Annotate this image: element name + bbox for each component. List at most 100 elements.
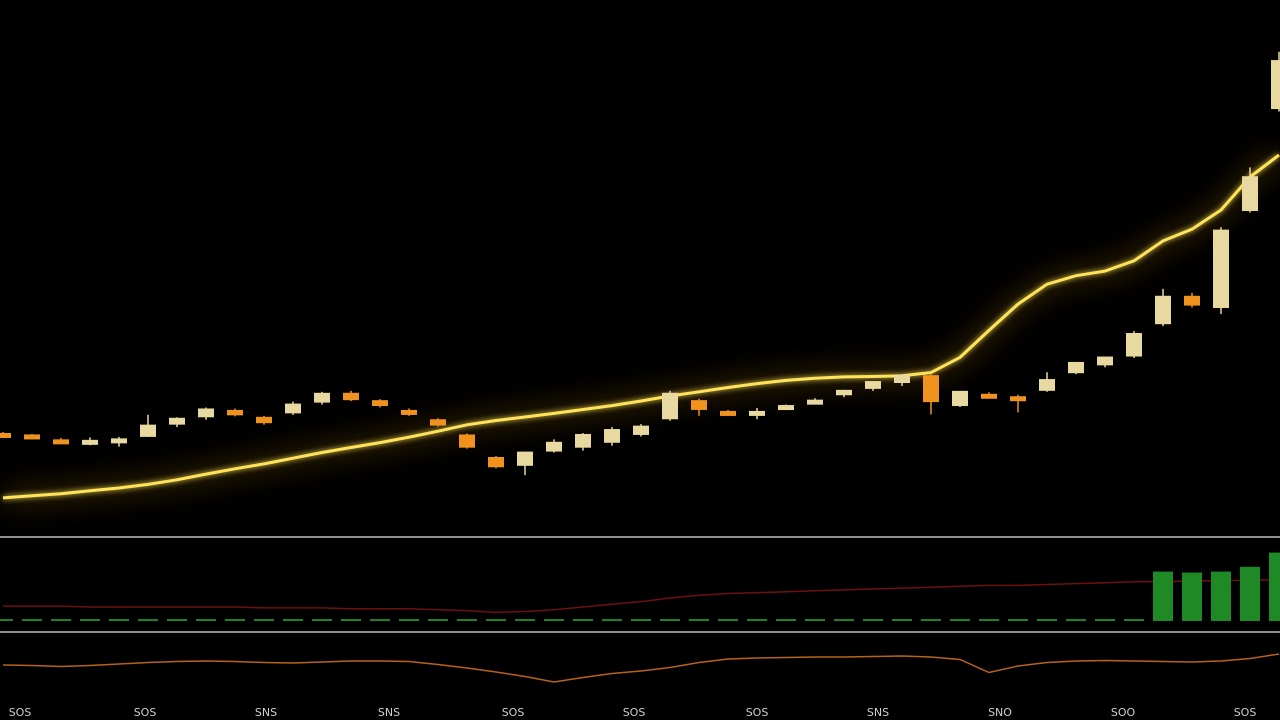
candle	[807, 398, 823, 405]
candle	[0, 432, 11, 438]
volume-bar	[689, 619, 709, 621]
candle	[430, 418, 446, 427]
candle	[1010, 394, 1026, 413]
volume-bar	[1182, 572, 1202, 621]
candle-body	[720, 410, 736, 416]
candle-body	[923, 375, 939, 403]
volume-bar	[1269, 552, 1280, 621]
candle	[865, 381, 881, 391]
candle	[894, 374, 910, 386]
x-tick-label: SOS	[623, 706, 646, 719]
candle-body	[691, 400, 707, 410]
x-tick-label: SNS	[255, 706, 277, 719]
candle	[604, 427, 620, 446]
candle	[1126, 331, 1142, 359]
volume-bar	[544, 619, 564, 621]
candle	[1097, 356, 1113, 368]
volume-bar	[254, 619, 274, 621]
x-tick-label: SOO	[1111, 706, 1136, 719]
price-pane	[0, 51, 1280, 503]
candle	[1155, 288, 1171, 327]
candle-body	[1242, 176, 1258, 212]
volume-bar	[1037, 619, 1057, 621]
candle-body	[1271, 60, 1280, 110]
candle-body	[401, 409, 417, 415]
candle-body	[24, 434, 40, 440]
candle-body	[575, 433, 591, 448]
candle-body	[894, 374, 910, 383]
volume-bar	[428, 619, 448, 621]
candle	[256, 415, 272, 425]
volume-bar	[1095, 619, 1115, 621]
moving-average-line	[2, 153, 1280, 500]
volume-bar	[486, 619, 506, 621]
x-tick-label: SOS	[1234, 706, 1257, 719]
candle-body	[1068, 361, 1084, 374]
volume-bar	[80, 619, 100, 621]
moving-average-glow	[2, 151, 1280, 503]
candle	[169, 417, 185, 428]
candle-body	[314, 392, 330, 403]
volume-bar	[1124, 619, 1144, 621]
x-tick-label: SOS	[502, 706, 525, 719]
candle-body	[488, 456, 504, 468]
candle-body	[53, 439, 69, 445]
candle	[372, 399, 388, 408]
candle	[662, 390, 678, 421]
candle	[343, 390, 359, 402]
x-tick-label: SNO	[988, 706, 1012, 719]
candle-body	[343, 392, 359, 401]
volume-bar	[1008, 619, 1028, 621]
candle-body	[227, 409, 243, 416]
volume-bar	[950, 619, 970, 621]
candle-body	[517, 451, 533, 466]
volume-bar	[138, 619, 158, 621]
volume-bar	[283, 619, 303, 621]
x-tick-label: SNS	[378, 706, 400, 719]
candle-body	[459, 434, 475, 448]
volume-bar	[979, 619, 999, 621]
volume-pane	[0, 552, 1280, 621]
candle	[24, 433, 40, 440]
candle-body	[1010, 396, 1026, 402]
candle	[488, 456, 504, 469]
candle-body	[198, 408, 214, 418]
volume-bar	[196, 619, 216, 621]
candle-body	[140, 424, 156, 437]
volume-bar	[312, 619, 332, 621]
volume-bar	[602, 619, 622, 621]
volume-bar	[805, 619, 825, 621]
candle-body	[604, 429, 620, 443]
volume-bar	[1066, 619, 1086, 621]
candle-body	[111, 438, 127, 444]
candle	[227, 408, 243, 417]
candle	[82, 437, 98, 446]
candle	[314, 391, 330, 405]
candle-body	[836, 389, 852, 396]
candle-body	[952, 390, 968, 407]
candle	[111, 436, 127, 447]
candle-body	[1184, 295, 1200, 306]
volume-bar	[718, 619, 738, 621]
volume-bar	[109, 619, 129, 621]
candle	[546, 439, 562, 453]
x-axis: SOS SOS SNS SNS SOS SOS SOS SNS SNO SOO SOS	[9, 706, 1257, 719]
candle-body	[546, 441, 562, 452]
candle	[1213, 227, 1229, 314]
volume-bar	[660, 619, 680, 621]
x-tick-label: SOS	[134, 706, 157, 719]
x-tick-label: SNS	[867, 706, 889, 719]
oscillator-line	[2, 653, 1280, 683]
candle-body	[1039, 379, 1055, 391]
candle	[1184, 292, 1200, 308]
candle	[401, 408, 417, 416]
candle-body	[749, 410, 765, 416]
candle-body	[0, 432, 11, 438]
candle	[749, 407, 765, 420]
volume-bar	[515, 619, 535, 621]
candle	[981, 392, 997, 399]
candle	[952, 390, 968, 408]
candle-body	[778, 405, 794, 411]
candle-body	[285, 403, 301, 414]
